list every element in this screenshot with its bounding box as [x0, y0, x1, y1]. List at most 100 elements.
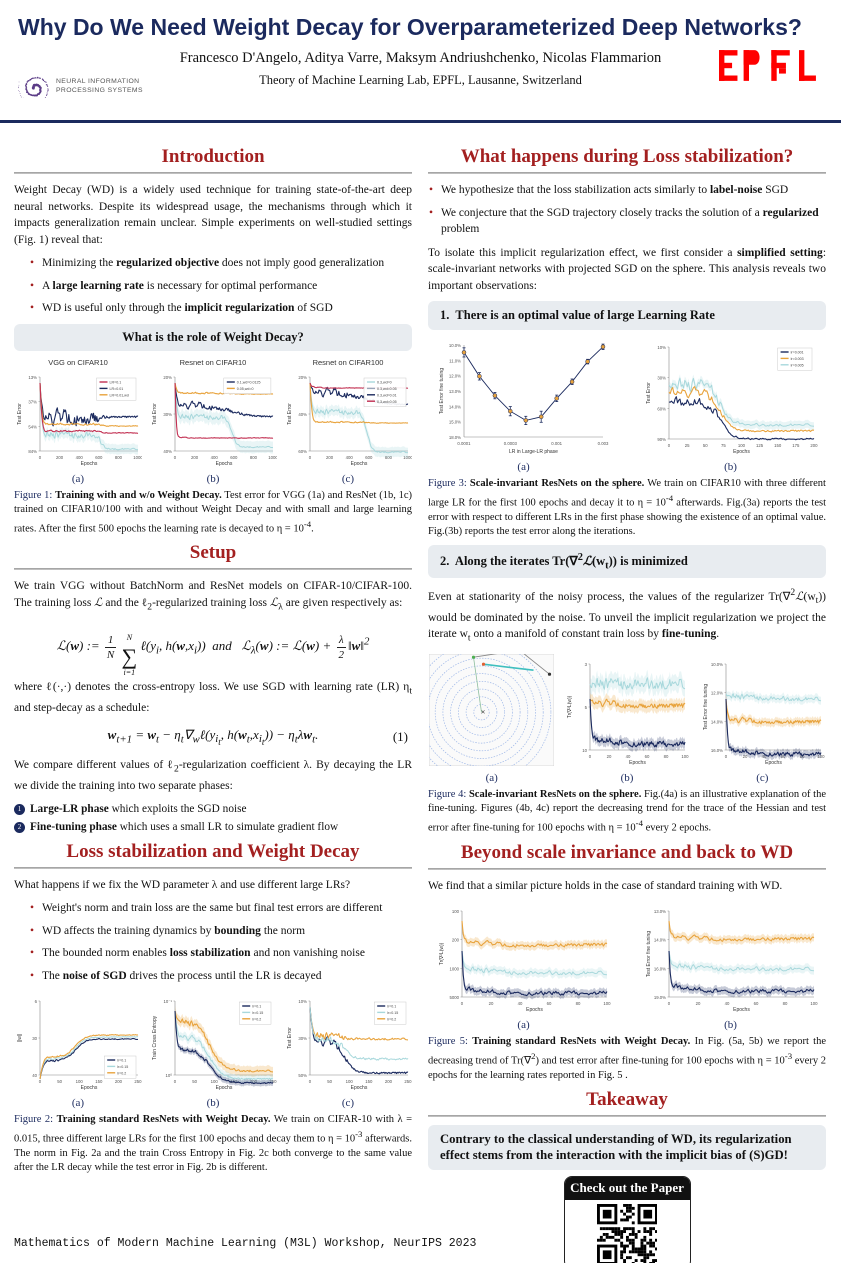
svg-text:10: 10: [583, 748, 588, 753]
svg-text:0.05,wd=0: 0.05,wd=0: [237, 387, 254, 391]
svg-text:60%: 60%: [298, 449, 307, 454]
svg-text:400: 400: [76, 455, 84, 460]
svg-text:50: 50: [192, 1079, 197, 1084]
svg-text:||w||: ||w||: [17, 1034, 23, 1043]
svg-text:60: 60: [754, 1001, 759, 1006]
svg-text:lr=0.2: lr=0.2: [117, 1072, 126, 1076]
svg-text:LR=0.1: LR=0.1: [110, 380, 122, 384]
svg-text:200: 200: [115, 1079, 123, 1084]
svg-text:54%: 54%: [28, 424, 37, 429]
svg-text:20: 20: [489, 1001, 494, 1006]
svg-text:80: 80: [783, 1001, 788, 1006]
svg-text:14.0%: 14.0%: [654, 938, 666, 943]
svg-text:0.0003: 0.0003: [504, 441, 518, 446]
svg-text:19.0%: 19.0%: [654, 995, 666, 1000]
svg-text:10⁰: 10⁰: [165, 1073, 172, 1078]
svg-text:1000: 1000: [268, 455, 277, 460]
svg-text:20%: 20%: [298, 375, 307, 380]
svg-text:0.3,wd=0.05: 0.3,wd=0.05: [377, 387, 397, 391]
svg-text:100: 100: [738, 443, 746, 448]
svg-text:30: 30: [32, 1036, 37, 1041]
svg-text:lr=0.2: lr=0.2: [252, 1018, 261, 1022]
svg-text:Epochs: Epochs: [765, 760, 782, 766]
svg-text:Epochs: Epochs: [81, 461, 98, 467]
svg-text:12.0%: 12.0%: [449, 374, 461, 379]
svg-text:Epochs: Epochs: [216, 461, 233, 467]
svg-text:175: 175: [792, 443, 800, 448]
svg-text:0.0001: 0.0001: [457, 441, 471, 446]
svg-text:25: 25: [685, 443, 690, 448]
svg-text:400: 400: [346, 455, 354, 460]
svg-text:14.0%: 14.0%: [711, 719, 723, 724]
svg-text:800: 800: [250, 455, 258, 460]
svg-text:11.0%: 11.0%: [449, 358, 461, 363]
svg-text:800: 800: [115, 455, 123, 460]
svg-text:lr=0.1: lr=0.1: [117, 1059, 126, 1063]
svg-text:250: 250: [404, 1079, 412, 1084]
svg-text:40: 40: [518, 1001, 523, 1006]
svg-text:Test Error: Test Error: [287, 1027, 293, 1049]
svg-text:150: 150: [95, 1079, 103, 1084]
svg-text:30%: 30%: [657, 376, 666, 381]
svg-text:LR=0.01,wd: LR=0.01,wd: [110, 393, 129, 397]
svg-text:lr=0.15: lr=0.15: [252, 1011, 263, 1015]
svg-text:100: 100: [346, 1079, 354, 1084]
svg-text:60: 60: [547, 1001, 552, 1006]
svg-text:50: 50: [327, 1079, 332, 1084]
svg-text:16.0%: 16.0%: [654, 966, 666, 971]
svg-text:150: 150: [365, 1079, 373, 1084]
svg-text:200: 200: [452, 938, 460, 943]
svg-text:40%: 40%: [298, 412, 307, 417]
svg-text:15.0%: 15.0%: [449, 420, 461, 425]
svg-text:100: 100: [76, 1079, 84, 1084]
svg-text:12.0%: 12.0%: [711, 691, 723, 696]
svg-text:80: 80: [576, 1001, 581, 1006]
svg-text:lr=0.2: lr=0.2: [387, 1018, 396, 1022]
svg-text:200: 200: [191, 455, 199, 460]
svg-text:0.003: 0.003: [598, 441, 609, 446]
svg-text:1000: 1000: [449, 966, 459, 971]
svg-text:13%: 13%: [28, 375, 37, 380]
svg-text:lr=0.15: lr=0.15: [387, 1011, 398, 1015]
svg-text:Epochs: Epochs: [216, 1085, 233, 1091]
svg-text:10⁻¹: 10⁻¹: [164, 999, 173, 1004]
svg-text:0.1,wd=0.0125: 0.1,wd=0.0125: [237, 380, 261, 384]
svg-text:Epochs: Epochs: [351, 1085, 368, 1091]
svg-text:LR in Large-LR phase: LR in Large-LR phase: [509, 449, 558, 455]
svg-text:1000: 1000: [133, 455, 142, 460]
svg-text:30%: 30%: [298, 1036, 307, 1041]
svg-text:5000: 5000: [449, 995, 459, 1000]
svg-text:13.0%: 13.0%: [449, 389, 461, 394]
svg-text:Train Cross Entropy: Train Cross Entropy: [152, 1016, 158, 1061]
svg-text:10%: 10%: [657, 345, 666, 350]
svg-text:LR=0.01: LR=0.01: [110, 387, 124, 391]
svg-text:250: 250: [134, 1079, 142, 1084]
svg-text:60%: 60%: [657, 406, 666, 411]
svg-text:Epochs: Epochs: [733, 1007, 750, 1013]
svg-text:50%: 50%: [298, 1073, 307, 1078]
svg-text:100: 100: [452, 909, 460, 914]
svg-text:Test Error: Test Error: [646, 382, 652, 404]
svg-text:Epochs: Epochs: [733, 449, 750, 455]
svg-text:10.0%: 10.0%: [449, 343, 461, 348]
svg-text:37%: 37%: [28, 399, 37, 404]
svg-text:Tr(∇²L(w)): Tr(∇²L(w)): [567, 695, 573, 718]
svg-text:lr=0.005: lr=0.005: [791, 363, 804, 367]
svg-text:13.0%: 13.0%: [654, 909, 666, 914]
svg-text:30%: 30%: [163, 412, 172, 417]
svg-text:lr=0.1: lr=0.1: [387, 1005, 396, 1009]
svg-text:Test Error: Test Error: [152, 402, 158, 424]
svg-text:200: 200: [810, 443, 818, 448]
svg-text:18.0%: 18.0%: [449, 435, 461, 440]
svg-text:14.0%: 14.0%: [449, 404, 461, 409]
svg-text:75: 75: [721, 443, 726, 448]
svg-text:90%: 90%: [657, 437, 666, 442]
svg-text:Test Error: Test Error: [17, 402, 23, 424]
svg-text:60: 60: [645, 754, 650, 759]
svg-text:0.3,wd=0: 0.3,wd=0: [377, 380, 392, 384]
svg-text:50: 50: [703, 443, 708, 448]
svg-text:150: 150: [774, 443, 782, 448]
svg-text:0.3,wd=0.01: 0.3,wd=0.01: [377, 393, 397, 397]
svg-text:0.001: 0.001: [551, 441, 562, 446]
svg-text:lr=0.1: lr=0.1: [252, 1005, 261, 1009]
